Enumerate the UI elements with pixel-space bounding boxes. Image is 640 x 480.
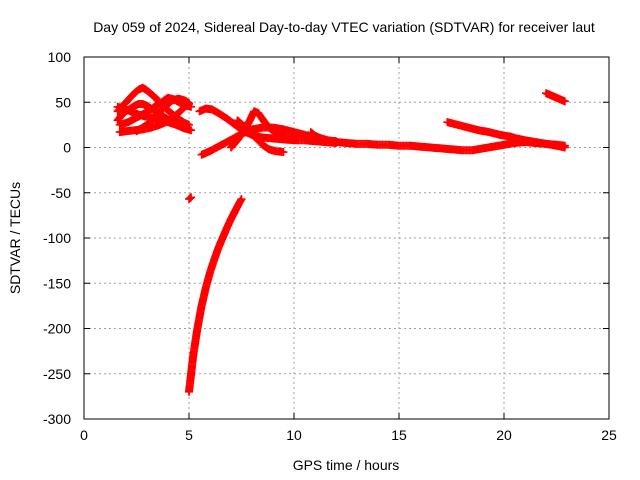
data-points bbox=[113, 83, 569, 396]
series-arc-6 bbox=[132, 94, 193, 136]
y-tick-label: -300 bbox=[43, 411, 71, 427]
series-arc-10 bbox=[233, 116, 288, 157]
y-tick-label: -150 bbox=[43, 275, 71, 291]
chart-title: Day 059 of 2024, Sidereal Day-to-day VTE… bbox=[93, 19, 595, 35]
y-axis-label: SDTVAR / TECUs bbox=[7, 182, 23, 294]
x-tick-label: 10 bbox=[286, 427, 302, 443]
y-tick-label: -50 bbox=[51, 185, 71, 201]
data-point bbox=[185, 99, 193, 108]
x-tick-label: 5 bbox=[185, 427, 193, 443]
data-point bbox=[186, 194, 195, 203]
data-point bbox=[187, 126, 196, 135]
x-tick-label: 25 bbox=[601, 427, 617, 443]
series-arc-13 bbox=[542, 89, 569, 106]
data-point bbox=[237, 195, 246, 204]
x-tick-label: 0 bbox=[80, 427, 88, 443]
axis-ticks: 0 5 10 15 20 25 100 50 0 -50 -100 -150 -200 -250 -300 bbox=[43, 49, 617, 443]
series-arc-15 bbox=[185, 193, 196, 204]
data-point bbox=[560, 143, 569, 152]
data-point bbox=[294, 136, 303, 145]
y-tick-label: 0 bbox=[63, 140, 71, 156]
x-tick-label: 20 bbox=[496, 427, 512, 443]
data-point bbox=[279, 148, 288, 157]
y-tick-label: 100 bbox=[48, 49, 72, 65]
series-arc-14 bbox=[185, 195, 246, 396]
y-tick-label: 50 bbox=[55, 94, 71, 110]
y-tick-label: -100 bbox=[43, 230, 71, 246]
series-arc-12 bbox=[443, 118, 569, 152]
data-point bbox=[560, 97, 569, 106]
y-tick-label: -200 bbox=[43, 321, 71, 337]
x-tick-label: 15 bbox=[391, 427, 407, 443]
y-tick-label: -250 bbox=[43, 366, 71, 382]
x-axis-label: GPS time / hours bbox=[293, 457, 400, 473]
data-point bbox=[187, 193, 196, 202]
